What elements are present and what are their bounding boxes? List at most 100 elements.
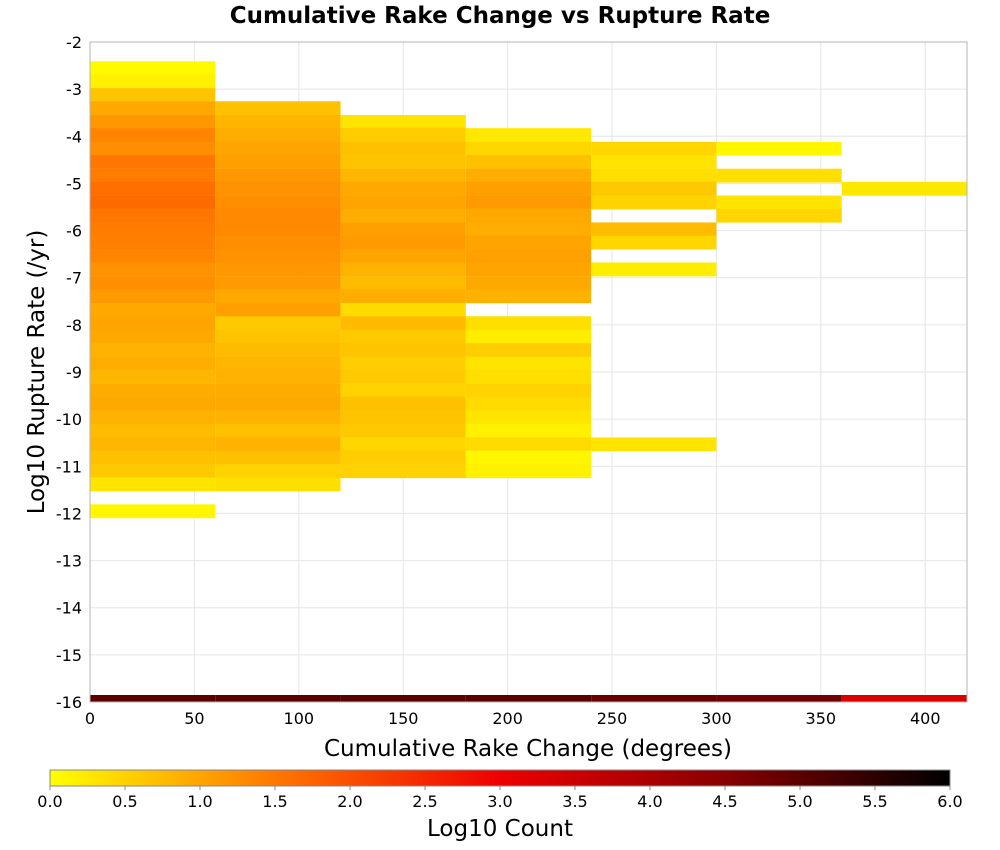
heatmap-cell — [465, 437, 592, 452]
heatmap-cell — [215, 329, 341, 344]
heatmap-cell — [465, 450, 592, 465]
heatmap-cell — [591, 141, 717, 156]
y-tick-label: -3 — [66, 80, 82, 99]
heatmap-cell — [90, 61, 216, 76]
heatmap-cell — [340, 464, 466, 479]
heatmap-cell — [90, 114, 216, 129]
heatmap-cell — [90, 74, 216, 89]
heatmap-cell — [716, 208, 842, 223]
heatmap-cell — [340, 114, 466, 129]
heatmap-cells — [90, 61, 967, 519]
y-tick-label: -14 — [56, 599, 82, 618]
x-tick-label: 150 — [388, 709, 419, 728]
y-tick-label: -15 — [56, 646, 82, 665]
heatmap-cell — [465, 195, 592, 210]
heatmap-cell — [465, 128, 592, 142]
heatmap-cell — [465, 208, 592, 223]
chart-title: Cumulative Rake Change vs Rupture Rate — [230, 3, 771, 29]
floor-cell — [716, 695, 842, 702]
heatmap-cell — [465, 316, 592, 331]
heatmap-cell — [716, 168, 842, 183]
floor-cell — [465, 695, 592, 702]
heatmap-cell — [215, 343, 341, 357]
heatmap-cell — [465, 383, 592, 398]
colorbar-ticks: 0.0 0.5 1.0 1.5 2.0 2.5 3.0 3.5 4.0 4.5 5.0 5.5 6.0 — [37, 786, 963, 811]
heatmap-cell — [90, 235, 216, 250]
heatmap-cell — [340, 249, 466, 264]
heatmap-cell — [215, 437, 341, 452]
heatmap-cell — [90, 504, 216, 519]
heatmap-cell — [90, 208, 216, 223]
heatmap-cell — [90, 437, 216, 452]
heatmap-cell — [90, 289, 216, 304]
x-tick-label: 50 — [184, 709, 204, 728]
heatmap-cell — [340, 181, 466, 196]
heatmap-cell — [591, 235, 717, 250]
x-tick-label: 350 — [806, 709, 837, 728]
heatmap-cell — [591, 222, 717, 237]
heatmap-cell — [591, 155, 717, 169]
heatmap-cell — [340, 235, 466, 250]
x-axis-ticks: 0 50 100 150 200 250 300 350 400 — [85, 709, 941, 728]
colorbar-tick-label: 2.5 — [412, 792, 437, 811]
floor-cell — [841, 695, 967, 702]
y-tick-label: -2 — [66, 33, 82, 52]
heatmap-cell — [465, 249, 592, 264]
heatmap-cell — [340, 383, 466, 398]
heatmap-cell — [340, 356, 466, 371]
x-axis-label: Cumulative Rake Change (degrees) — [324, 736, 732, 762]
heatmap-cell — [90, 101, 216, 116]
colorbar-tick-label: 4.0 — [637, 792, 662, 811]
y-axis-ticks: -2 -3 -4 -5 -6 -7 -8 -9 -10 -11 -12 -13 -14 -15 -16 — [56, 33, 82, 712]
heatmap-cell — [90, 396, 216, 411]
heatmap-cell — [90, 329, 216, 344]
x-tick-label: 300 — [701, 709, 732, 728]
heatmap-cell — [90, 356, 216, 371]
colorbar-tick-label: 0.5 — [112, 792, 137, 811]
heatmap-cell — [716, 195, 842, 210]
heatmap-cell — [340, 276, 466, 291]
heatmap-cell — [215, 195, 341, 210]
heatmap-cell — [215, 128, 341, 142]
heatmap-cell — [90, 222, 216, 237]
heatmap-cell — [90, 262, 216, 277]
heatmap-cell — [215, 168, 341, 183]
heatmap-cell — [215, 208, 341, 223]
heatmap-cell — [465, 262, 592, 277]
x-tick-label: 400 — [910, 709, 941, 728]
x-tick-label: 200 — [492, 709, 523, 728]
heatmap-cell — [215, 235, 341, 250]
heatmap-cell — [465, 276, 592, 291]
heatmap-cell — [340, 329, 466, 344]
y-axis-label: Log10 Rupture Rate (/yr) — [24, 230, 50, 515]
y-tick-label: -4 — [66, 127, 82, 146]
y-tick-label: -12 — [56, 504, 82, 523]
heatmap-cell — [591, 262, 717, 277]
heatmap-cell — [591, 437, 717, 452]
heatmap-cell — [591, 195, 717, 210]
heatmap-cell — [465, 222, 592, 237]
heatmap-cell — [340, 155, 466, 169]
heatmap-cell — [90, 195, 216, 210]
heatmap-cell — [215, 369, 341, 384]
heatmap-cell — [465, 155, 592, 169]
heatmap-cell — [215, 464, 341, 479]
heatmap-cell — [591, 181, 717, 196]
floor-cell — [90, 695, 216, 702]
heatmap-cell — [340, 141, 466, 156]
heatmap-cell — [340, 423, 466, 438]
heatmap-cell — [465, 464, 592, 479]
heatmap-cell — [215, 316, 341, 331]
heatmap-cell — [340, 128, 466, 142]
colorbar-tick-label: 1.5 — [262, 792, 287, 811]
floor-row — [90, 695, 967, 702]
y-tick-label: -7 — [66, 269, 82, 288]
heatmap-cell — [465, 423, 592, 438]
heatmap-cell — [90, 155, 216, 169]
heatmap-cell — [90, 181, 216, 196]
heatmap-cell — [90, 316, 216, 331]
plot-frame — [89, 41, 968, 703]
heatmap-cell — [90, 423, 216, 438]
heatmap-cell — [215, 303, 341, 317]
